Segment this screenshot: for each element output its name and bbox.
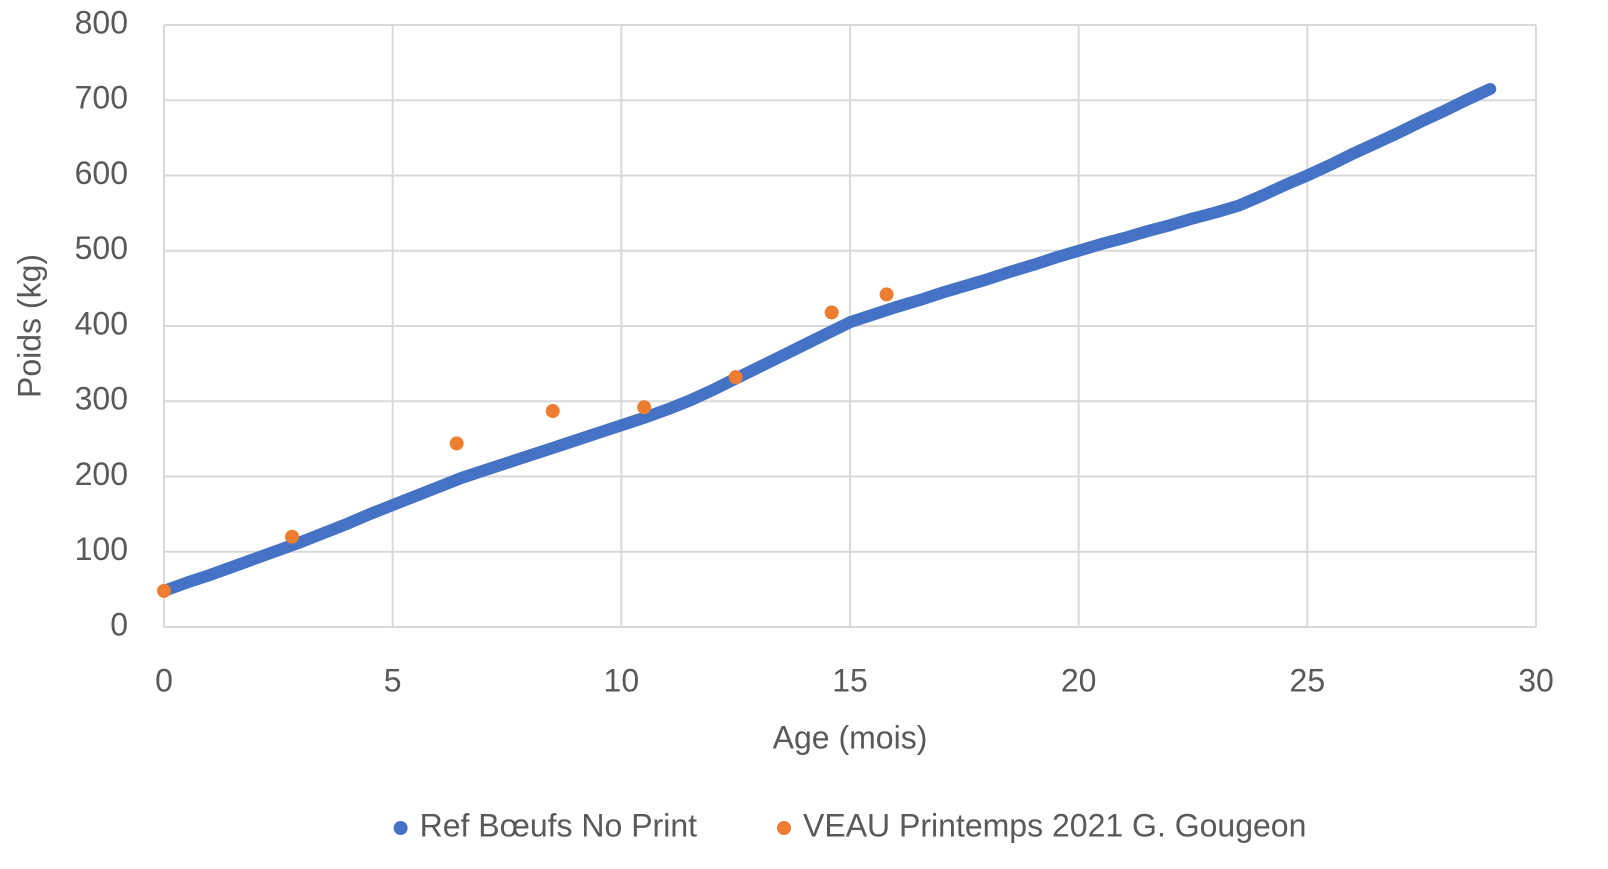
y-tick-label: 200 xyxy=(75,456,128,492)
y-tick-label: 500 xyxy=(75,230,128,266)
x-tick-label: 25 xyxy=(1290,662,1326,698)
y-tick-label: 400 xyxy=(75,305,128,341)
point xyxy=(728,370,743,385)
x-tick-label: 15 xyxy=(832,662,868,698)
y-axis-label: Poids (kg) xyxy=(11,254,47,398)
x-tick-label: 30 xyxy=(1518,662,1554,698)
y-tick-label: 100 xyxy=(75,531,128,567)
x-axis-label: Age (mois) xyxy=(773,719,928,755)
x-tick-label: 0 xyxy=(155,662,173,698)
y-tick-label: 300 xyxy=(75,381,128,417)
x-tick-label: 10 xyxy=(604,662,640,698)
x-tick-label: 20 xyxy=(1061,662,1097,698)
point xyxy=(637,400,652,415)
point xyxy=(285,529,300,544)
y-tick-label: 0 xyxy=(110,606,128,642)
legend-marker xyxy=(777,821,792,835)
y-tick-label: 600 xyxy=(75,155,128,191)
legend-marker xyxy=(393,821,408,835)
y-tick-label: 800 xyxy=(75,4,128,40)
point xyxy=(824,305,839,320)
legend-label: Ref Bœufs No Print xyxy=(420,807,698,843)
y-tick-label: 700 xyxy=(75,80,128,116)
point xyxy=(879,287,894,302)
x-tick-label: 5 xyxy=(384,662,402,698)
point xyxy=(449,436,464,451)
dense-points xyxy=(158,82,1497,597)
legend-label: VEAU Printemps 2021 G. Gougeon xyxy=(803,807,1306,843)
point xyxy=(545,404,560,419)
point xyxy=(157,583,171,598)
